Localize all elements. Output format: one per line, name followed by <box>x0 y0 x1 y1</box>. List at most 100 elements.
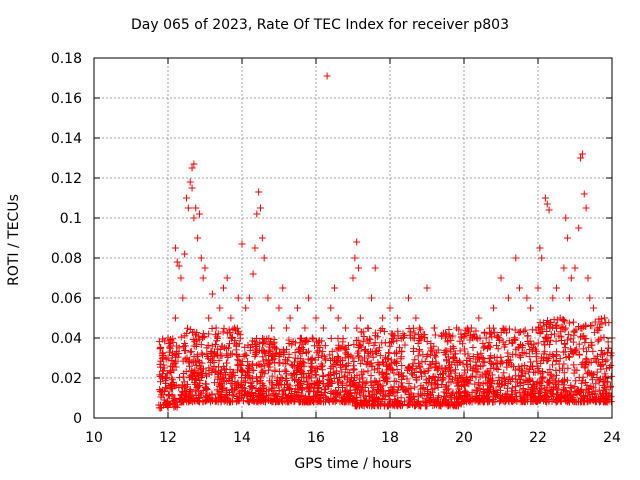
data-point <box>378 358 386 366</box>
y-tick-label: 0.02 <box>51 371 82 387</box>
data-point <box>522 350 530 358</box>
data-point <box>487 329 495 337</box>
data-point <box>475 397 483 405</box>
data-point <box>208 290 216 298</box>
data-point <box>182 383 190 391</box>
data-point <box>396 401 404 409</box>
data-point <box>553 348 561 356</box>
data-point <box>222 371 230 379</box>
data-point <box>295 361 303 369</box>
data-point <box>206 394 214 402</box>
data-point <box>607 352 615 360</box>
data-point <box>375 361 383 369</box>
data-point <box>280 386 288 394</box>
data-point <box>577 333 585 341</box>
data-point <box>583 348 591 356</box>
data-point <box>588 376 596 384</box>
data-point <box>215 357 223 365</box>
data-point <box>484 388 492 396</box>
data-point <box>545 379 553 387</box>
data-point <box>439 375 447 383</box>
data-point <box>330 389 338 397</box>
data-point <box>589 384 597 392</box>
data-point <box>451 350 459 358</box>
data-point <box>494 391 502 399</box>
data-point <box>480 344 488 352</box>
data-point <box>535 389 543 397</box>
data-point <box>218 342 226 350</box>
data-point <box>468 334 476 342</box>
data-point <box>569 350 577 358</box>
data-point <box>600 384 608 392</box>
data-point <box>310 342 318 350</box>
data-point <box>234 366 242 374</box>
data-point <box>541 334 549 342</box>
data-point <box>434 346 442 354</box>
data-point <box>357 360 365 368</box>
data-point <box>549 294 557 302</box>
data-point <box>450 344 458 352</box>
data-point <box>568 394 576 402</box>
data-point <box>364 324 372 332</box>
data-point <box>177 333 185 341</box>
data-point <box>365 339 373 347</box>
data-point <box>553 284 560 292</box>
data-point <box>528 347 536 355</box>
data-point <box>570 361 578 369</box>
data-point <box>257 204 264 212</box>
data-point <box>577 154 585 162</box>
data-point <box>360 354 368 362</box>
data-point <box>601 314 609 322</box>
data-point <box>417 385 425 393</box>
data-point <box>168 352 176 360</box>
data-point <box>277 350 285 358</box>
data-point <box>223 386 231 394</box>
data-point <box>314 353 322 361</box>
data-point <box>469 344 477 352</box>
data-point <box>555 393 563 401</box>
data-point <box>423 394 431 402</box>
data-point <box>402 387 410 395</box>
data-point <box>553 321 561 329</box>
data-point <box>601 370 609 378</box>
data-point <box>376 326 384 334</box>
data-point <box>196 362 204 370</box>
data-point <box>539 374 547 382</box>
data-point <box>460 381 468 389</box>
data-point <box>173 342 181 350</box>
data-point <box>456 347 464 355</box>
data-point <box>485 374 493 382</box>
data-point <box>504 294 512 302</box>
data-point <box>177 395 185 403</box>
data-point <box>371 264 379 272</box>
data-point <box>380 388 388 396</box>
data-point <box>468 372 476 380</box>
data-point <box>481 328 489 336</box>
data-point <box>353 386 361 394</box>
data-point <box>160 364 168 372</box>
data-point <box>443 347 451 355</box>
data-point <box>476 373 484 381</box>
data-point <box>408 400 416 408</box>
data-point <box>242 352 250 360</box>
data-point <box>448 390 456 398</box>
data-point <box>187 367 195 375</box>
data-point <box>356 390 364 398</box>
data-point <box>251 244 259 252</box>
data-point <box>249 337 257 345</box>
data-point <box>256 373 264 381</box>
data-point <box>575 340 583 348</box>
data-point <box>342 365 350 373</box>
data-point <box>256 361 264 369</box>
data-point <box>230 391 238 399</box>
data-point <box>196 379 204 387</box>
data-point <box>195 210 203 218</box>
data-point <box>520 378 528 386</box>
data-point <box>441 364 449 372</box>
data-point <box>543 320 551 328</box>
data-point <box>268 372 276 380</box>
data-point <box>505 373 513 381</box>
data-point <box>161 377 169 385</box>
data-point <box>401 332 409 340</box>
data-point <box>323 72 331 80</box>
